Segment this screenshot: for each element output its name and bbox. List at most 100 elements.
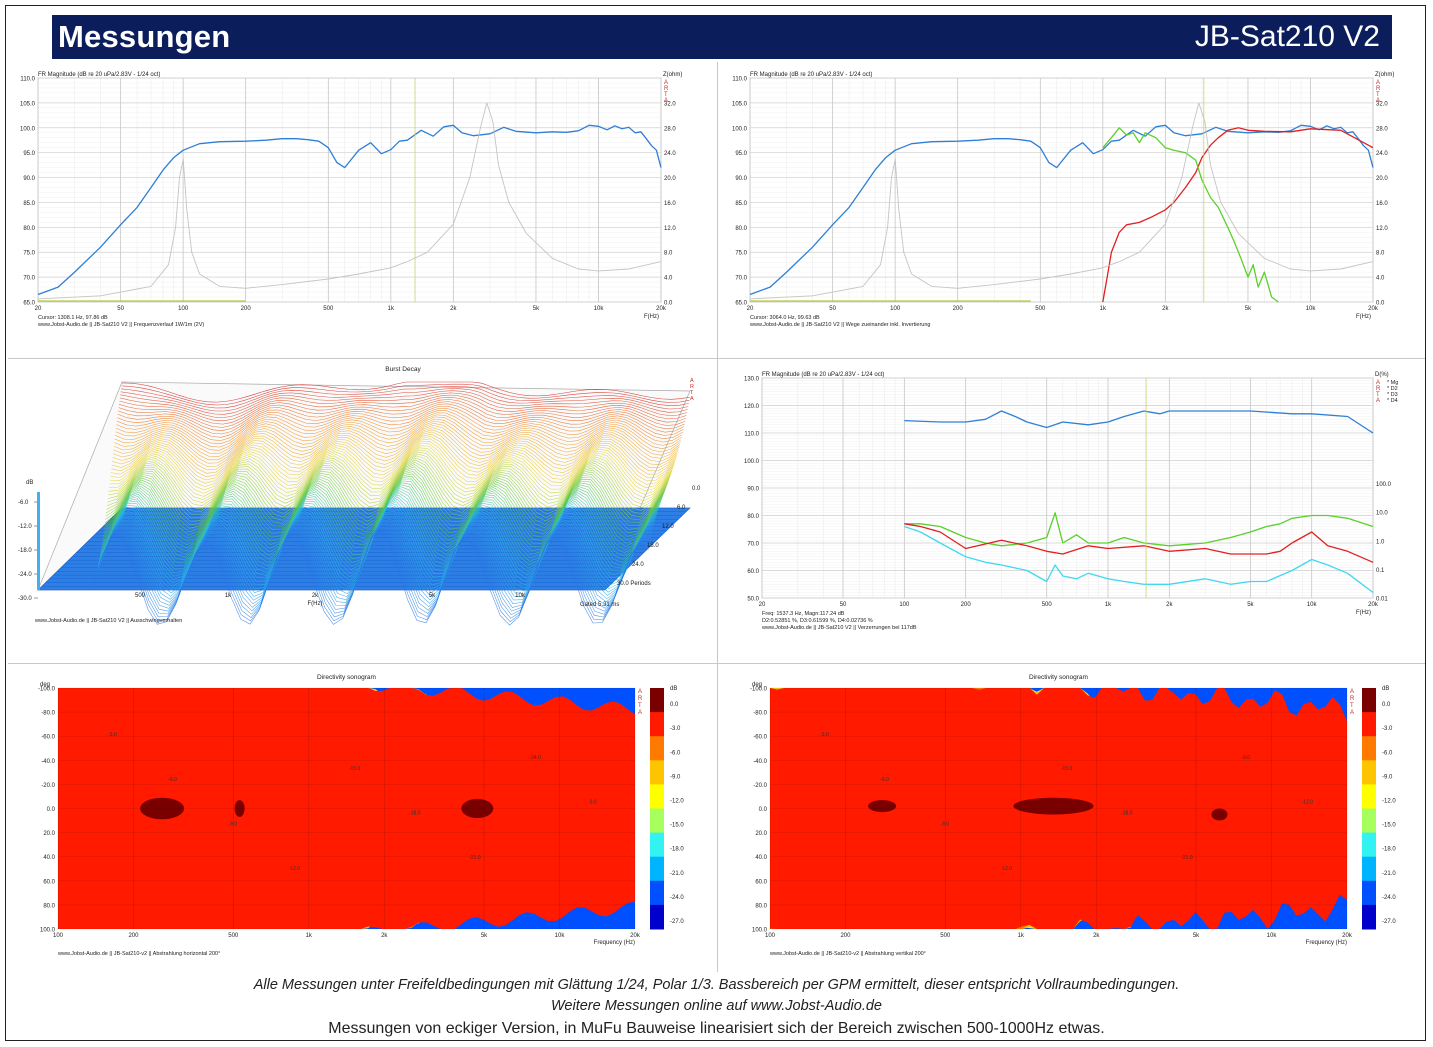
y2-tick-label: 0.01 xyxy=(1376,597,1388,603)
right-axis-title: Z(ohm) xyxy=(1375,72,1394,78)
y2-tick-label: 20.0 xyxy=(664,176,676,182)
contour-label: -6.0 xyxy=(168,777,177,783)
chart-title: Directivity sonogram xyxy=(317,674,376,681)
y-tick-label: 80.0 xyxy=(43,903,55,909)
x-tick-label: 2k xyxy=(381,933,388,939)
contour-label: -3.0 xyxy=(820,732,829,738)
x-tick-label: 200 xyxy=(840,933,851,939)
arta-mark: A xyxy=(638,689,642,695)
colorbar-tick-label: -6.0 xyxy=(1382,750,1393,756)
x-tick-label: 2k xyxy=(1166,602,1173,608)
sonogram-hotspot xyxy=(461,798,494,819)
distortion-chart: 130.0 120.0 110.0 100.0 90.0 80.0 70.0 60.0 50.0… xyxy=(744,372,1398,631)
colorbar-swatch xyxy=(1362,856,1376,882)
footer-note-1: Alle Messungen unter Freifeldbedingungen… xyxy=(253,977,1180,993)
y-tick-label: 100.0 xyxy=(732,126,748,132)
colorbar-swatch xyxy=(650,904,664,930)
contour-label: -21.0 xyxy=(1181,855,1193,861)
y2-tick-label: 8.0 xyxy=(1376,251,1385,257)
right-axis-title: D(%) xyxy=(1375,372,1389,378)
arta-mark: A xyxy=(1350,689,1354,695)
y2-tick-label: 1.0 xyxy=(1376,539,1385,545)
depth-tick-label: 18.0 xyxy=(647,543,659,549)
y-tick-label: -80.0 xyxy=(753,711,767,717)
x-axis-label: F(Hz) xyxy=(1356,314,1371,320)
series-line xyxy=(1102,127,1374,303)
decay-slice xyxy=(106,457,670,516)
x-tick-label: 100 xyxy=(899,602,910,608)
y2-tick-label: 28.0 xyxy=(1376,126,1388,132)
fr-ways-chart-panel: 110.0 105.0 100.0 95.0 90.0 85.0 80.0 75.0 70.0 6… xyxy=(722,62,1427,356)
x-tick-label: 50 xyxy=(117,306,124,312)
contour-label: -9.0 xyxy=(941,821,950,827)
y-axis-label: deg xyxy=(40,682,50,688)
y-tick-label: -20.0 xyxy=(753,783,767,789)
arta-mark: A xyxy=(1376,80,1380,86)
chart-caption: www.Jobst-Audio.de || JB-Sat210 V2 || Fr… xyxy=(37,322,204,328)
z-tick-label: -18.0 xyxy=(18,548,32,554)
series-line-D3 xyxy=(904,523,1374,563)
fr-chart-panel: 110.0 105.0 100.0 95.0 90.0 85.0 80.0 75.0 70.0 6… xyxy=(10,62,715,356)
sonogram-horizontal: Directivity sonogram 100 200 500 1k 2k 5k 10k 20… xyxy=(38,674,684,957)
x-tick-label: 10k xyxy=(1306,306,1317,312)
y-tick-label: 110.0 xyxy=(20,77,35,83)
y2-tick-label: 4.0 xyxy=(664,276,673,282)
x-tick-label: 500 xyxy=(228,933,239,939)
y-tick-label: 80.0 xyxy=(755,903,767,909)
z-axis-label: dB xyxy=(26,480,33,486)
panel-divider-row1 xyxy=(8,358,1425,359)
contour-label: -3.0 xyxy=(108,732,117,738)
y2-tick-label: 12.0 xyxy=(664,226,676,232)
y-tick-label: 130.0 xyxy=(744,377,760,383)
y-tick-label: 70.0 xyxy=(747,542,759,548)
x-tick-label: 100 xyxy=(53,933,64,939)
colorbar-label: dB xyxy=(1382,686,1389,692)
colorbar-tick-label: -3.0 xyxy=(670,726,681,732)
y2-tick-label: 20.0 xyxy=(1376,176,1388,182)
decay-slice xyxy=(108,449,672,503)
fr-chart: 110.0 105.0 100.0 95.0 90.0 85.0 80.0 75.0 70.0 6… xyxy=(20,72,682,328)
contour-label: -18.0 xyxy=(1121,811,1133,817)
decay-slice xyxy=(109,443,674,494)
y-tick-label: 80.0 xyxy=(735,226,747,232)
x-tick-label: 20 xyxy=(747,306,754,312)
x-tick-label: 100 xyxy=(765,933,776,939)
x-tick-label: 5k xyxy=(1247,602,1254,608)
decay-slice xyxy=(118,399,686,428)
footer-note-2: Weitere Messungen online auf www.Jobst-A… xyxy=(550,998,882,1014)
y2-tick-label: 0.0 xyxy=(1376,301,1385,307)
x-tick-label: 2k xyxy=(312,593,319,599)
y-tick-label: 50.0 xyxy=(747,597,759,603)
y-tick-label: -60.0 xyxy=(41,735,55,741)
y-tick-label: -80.0 xyxy=(41,711,55,717)
x-tick-label: 20k xyxy=(1368,602,1379,608)
series-line-D4 xyxy=(904,525,1374,594)
colorbar-tick-label: -12.0 xyxy=(1382,798,1396,804)
arta-mark: T xyxy=(1350,703,1354,709)
y-tick-label: 75.0 xyxy=(735,251,747,257)
x-tick-label: 500 xyxy=(1042,602,1053,608)
y-tick-label: -60.0 xyxy=(753,735,767,741)
y-tick-label: 80.0 xyxy=(747,514,759,520)
y-tick-label: 60.0 xyxy=(747,569,759,575)
decay-slice xyxy=(111,436,676,484)
fr-ways-chart: 110.0 105.0 100.0 95.0 90.0 85.0 80.0 75.0 70.0 6… xyxy=(732,72,1394,328)
arta-mark: A xyxy=(638,710,642,716)
arta-mark: R xyxy=(664,86,669,92)
sonogram-hotspot xyxy=(234,800,245,817)
plot-area xyxy=(749,77,1374,303)
x-tick-label: 20k xyxy=(656,306,667,312)
x-tick-label: 10k xyxy=(555,933,566,939)
decay-slice xyxy=(116,408,683,441)
legend-entry-D4: * D4 xyxy=(1387,398,1398,404)
colorbar-swatch xyxy=(1362,832,1376,858)
colorbar-tick-label: -21.0 xyxy=(1382,871,1396,877)
z-tick-label: -24.0 xyxy=(18,572,32,578)
contour-label: -15.0 xyxy=(349,766,361,772)
colorbar-tick-label: -18.0 xyxy=(670,847,684,853)
series-line xyxy=(1102,127,1279,303)
decay-slice xyxy=(105,466,667,529)
decay-slice xyxy=(113,423,679,464)
x-tick-label: 200 xyxy=(128,933,139,939)
y-tick-label: 90.0 xyxy=(747,487,759,493)
